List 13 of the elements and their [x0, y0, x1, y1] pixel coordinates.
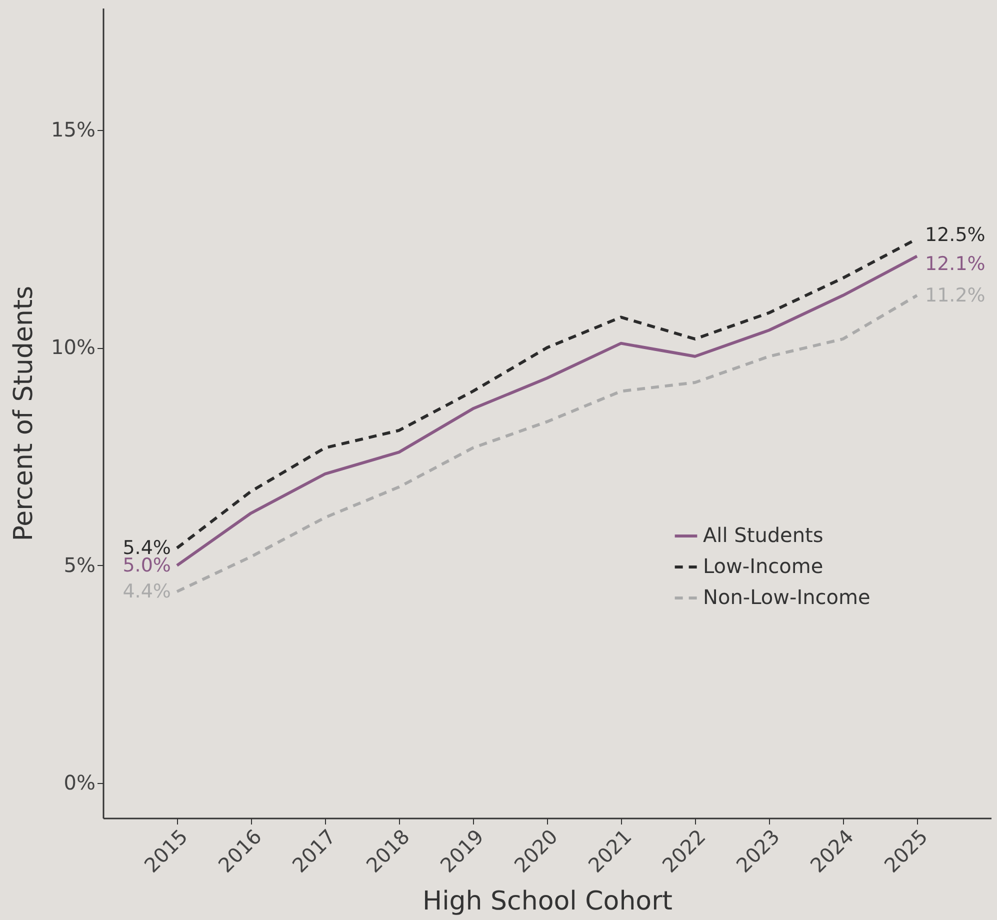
legend-label: Low-Income: [703, 554, 824, 578]
data-label: 12.1%: [925, 253, 986, 276]
legend-label: All Students: [703, 523, 824, 547]
data-label: 11.2%: [925, 284, 986, 306]
x-axis-title: High School Cohort: [422, 886, 672, 917]
data-label: 4.4%: [122, 580, 171, 603]
y-tick-label: 10%: [51, 335, 96, 360]
y-tick-label: 0%: [64, 770, 96, 795]
data-label: 12.5%: [925, 224, 986, 246]
legend-label: Non-Low-Income: [703, 585, 870, 609]
y-tick-label: 15%: [51, 117, 96, 142]
y-tick-label: 5%: [64, 552, 96, 577]
y-axis-title: Percent of Students: [9, 286, 40, 542]
